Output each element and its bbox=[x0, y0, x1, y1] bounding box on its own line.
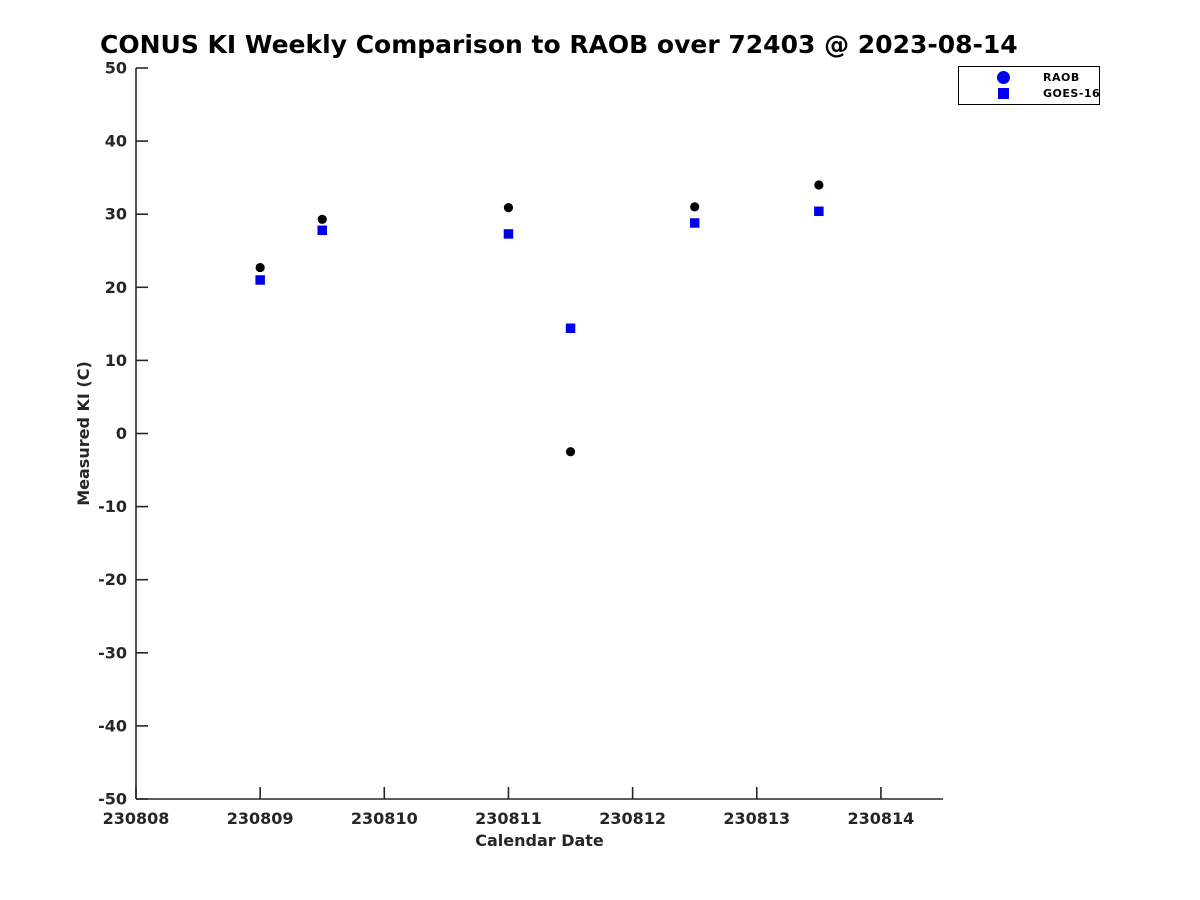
y-tick-label: -50 bbox=[98, 790, 127, 809]
x-tick-label: 230812 bbox=[599, 809, 666, 828]
data-point-raob bbox=[565, 447, 576, 457]
y-tick-label: 30 bbox=[105, 205, 127, 224]
data-point-goes-16 bbox=[689, 218, 700, 228]
y-tick-label: 40 bbox=[105, 132, 127, 151]
data-point-goes-16 bbox=[565, 323, 576, 333]
y-tick-label: -30 bbox=[98, 643, 127, 662]
legend-item-goes-16: GOES-16 bbox=[959, 86, 1101, 101]
legend-label-goes-16: GOES-16 bbox=[1043, 87, 1101, 100]
y-tick-label: 50 bbox=[105, 59, 127, 78]
data-point-goes-16 bbox=[814, 206, 824, 217]
x-tick-label: 230809 bbox=[227, 809, 294, 828]
data-point-raob bbox=[503, 203, 514, 213]
y-axis-title: Measured KI (C) bbox=[74, 361, 93, 506]
x-tick-label: 230810 bbox=[351, 809, 418, 828]
raob-circle-marker-icon bbox=[997, 71, 1010, 84]
data-point-raob bbox=[814, 180, 824, 190]
x-tick-label: 230813 bbox=[723, 809, 790, 828]
data-point-goes-16 bbox=[255, 275, 265, 285]
data-point-raob bbox=[255, 262, 265, 273]
y-tick-label: -20 bbox=[98, 570, 127, 589]
x-tick-label: 230811 bbox=[475, 809, 542, 828]
y-tick-label: -40 bbox=[98, 716, 127, 735]
x-axis-title: Calendar Date bbox=[475, 831, 604, 850]
x-tick-label: 230814 bbox=[848, 809, 915, 828]
legend-item-raob: RAOB bbox=[959, 70, 1099, 85]
y-tick-label: 20 bbox=[105, 278, 127, 297]
y-tick-label: 0 bbox=[116, 424, 127, 443]
y-tick-label: 10 bbox=[105, 351, 127, 370]
x-tick-label: 230808 bbox=[103, 809, 170, 828]
data-point-raob bbox=[690, 202, 700, 212]
goes-16-square-marker-icon bbox=[998, 88, 1009, 99]
chart-title: CONUS KI Weekly Comparison to RAOB over … bbox=[100, 30, 1018, 59]
legend: RAOB GOES-16 bbox=[958, 66, 1100, 105]
y-tick-label: -10 bbox=[98, 497, 127, 516]
data-point-goes-16 bbox=[317, 225, 327, 236]
legend-label-raob: RAOB bbox=[1043, 71, 1080, 84]
data-point-raob bbox=[317, 214, 327, 224]
data-point-goes-16 bbox=[503, 229, 514, 239]
